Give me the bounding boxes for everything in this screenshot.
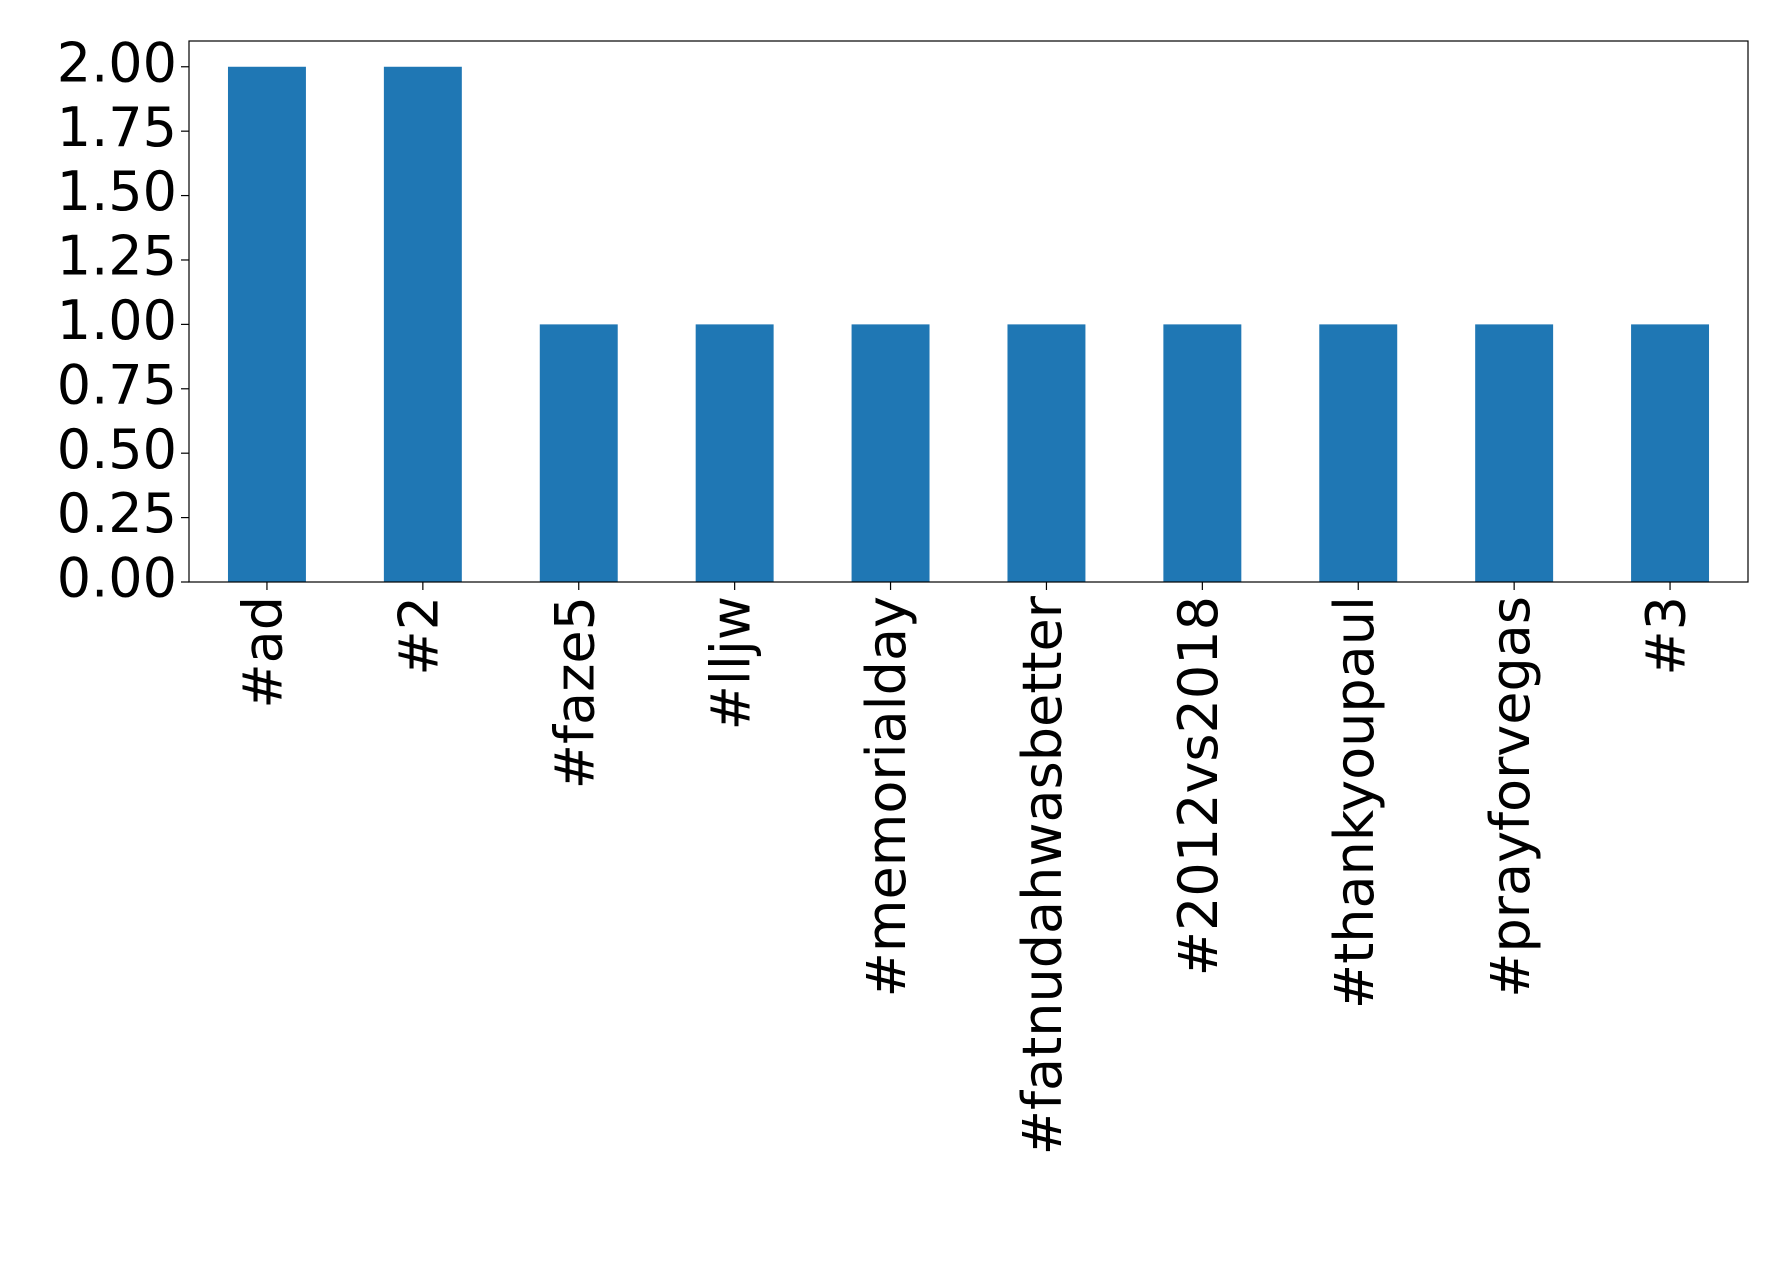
x-tick-label: #prayforvegas — [1479, 596, 1542, 998]
bar — [695, 324, 774, 582]
y-tick-label: 0.25 — [57, 482, 177, 545]
bar — [1475, 324, 1554, 582]
bar — [539, 324, 618, 582]
y-tick-label: 1.00 — [57, 289, 177, 352]
bar — [851, 324, 930, 582]
plot-frame — [188, 40, 1749, 583]
bar — [1007, 324, 1086, 582]
x-tick-label: #fatnudahwasbetter — [1011, 595, 1074, 1155]
x-tick-label: #thankyoupaul — [1323, 596, 1386, 1009]
x-tick-label: #memorialday — [855, 596, 918, 997]
x-tick-label: #2012vs2018 — [1167, 596, 1230, 976]
bar — [383, 66, 462, 582]
x-tick-label: #2 — [387, 596, 450, 676]
y-tick-label: 0.75 — [57, 353, 177, 416]
y-tick-label: 1.75 — [57, 96, 177, 159]
y-tick-label: 2.00 — [57, 31, 177, 94]
y-tick-label: 0.00 — [57, 547, 177, 610]
x-tick-label: #ad — [232, 596, 295, 709]
y-tick-label: 1.25 — [57, 225, 177, 288]
bar — [1163, 324, 1242, 582]
x-tick-label: #3 — [1635, 596, 1698, 676]
bar — [1631, 324, 1710, 582]
x-tick-label: #faze5 — [543, 596, 606, 789]
y-tick-label: 0.50 — [57, 418, 177, 481]
x-tick-label: #lljw — [699, 596, 762, 730]
bar — [1319, 324, 1398, 582]
bar — [227, 66, 306, 582]
y-tick-label: 1.50 — [57, 160, 177, 223]
